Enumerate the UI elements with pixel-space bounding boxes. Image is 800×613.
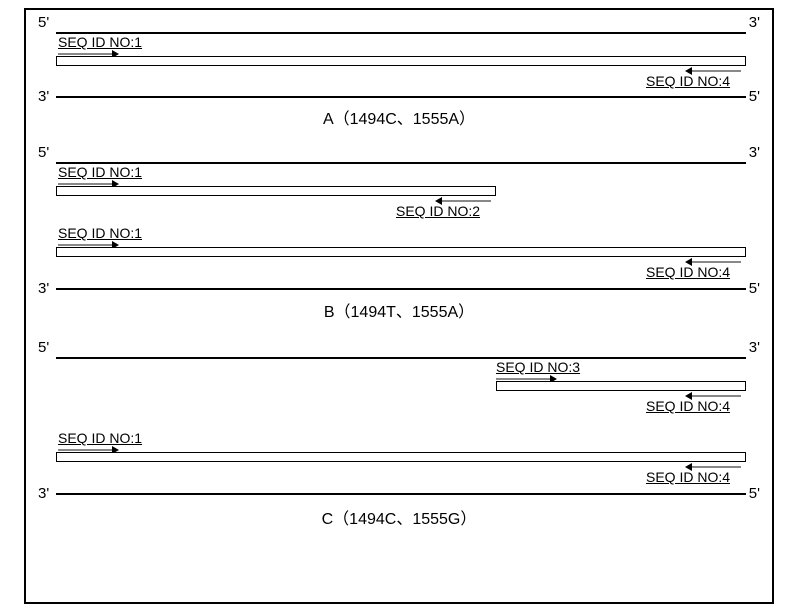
five-prime-label: 5' [749, 485, 760, 502]
top-strand [56, 162, 746, 164]
seq1-label: SEQ ID NO:1 [58, 164, 142, 180]
diagram-frame: 5' 3' SEQ ID NO:1 SEQ ID NO:4 3' 5' A（14… [24, 8, 774, 604]
bottom-strand [56, 288, 746, 290]
primer-arrow-seq1-b2 [58, 244, 113, 246]
caption-a: A（1494C、1555A） [26, 105, 772, 129]
five-prime-label: 5' [749, 88, 760, 105]
three-prime-label: 3' [749, 14, 760, 31]
primer-arrow-seq2 [441, 200, 491, 202]
seq4-label-c1: SEQ ID NO:4 [646, 398, 730, 414]
seq2-label: SEQ ID NO:2 [396, 203, 480, 219]
five-prime-label: 5' [38, 339, 49, 356]
primer-arrow-seq4-b [691, 261, 741, 263]
five-prime-label: 5' [38, 14, 49, 31]
amplicon-a [56, 56, 746, 66]
top-strand [56, 357, 746, 359]
seq4-label-c2: SEQ ID NO:4 [646, 469, 730, 485]
three-prime-label: 3' [749, 339, 760, 356]
primer-arrow-seq4 [691, 70, 741, 72]
caption-c: C（1494C、1555G） [26, 505, 772, 529]
seq4-label-b: SEQ ID NO:4 [646, 264, 730, 280]
seq1-label-c: SEQ ID NO:1 [58, 430, 142, 446]
bottom-strand [56, 493, 746, 495]
top-strand [56, 32, 746, 34]
primer-arrow-seq3 [496, 378, 551, 380]
amplicon-b-full [56, 247, 746, 257]
primer-arrow-seq4-c2 [691, 466, 741, 468]
caption-b: B（1494T、1555A） [26, 298, 772, 322]
seq3-label: SEQ ID NO:3 [496, 359, 580, 375]
three-prime-label: 3' [749, 144, 760, 161]
bottom-strand [56, 96, 746, 98]
three-prime-label: 3' [38, 485, 49, 502]
seq1-label-b2: SEQ ID NO:1 [58, 225, 142, 241]
three-prime-label: 3' [38, 280, 49, 297]
amplicon-c-full [56, 452, 746, 462]
five-prime-label: 5' [38, 144, 49, 161]
seq4-label: SEQ ID NO:4 [646, 73, 730, 89]
primer-arrow-seq1-b [58, 183, 113, 185]
seq1-label: SEQ ID NO:1 [58, 34, 142, 50]
five-prime-label: 5' [749, 280, 760, 297]
primer-arrow-seq1 [58, 53, 113, 55]
amplicon-c-short [496, 381, 746, 391]
primer-arrow-seq1-c [58, 449, 113, 451]
three-prime-label: 3' [38, 88, 49, 105]
amplicon-b-short [56, 186, 496, 196]
primer-arrow-seq4-c1 [691, 395, 741, 397]
